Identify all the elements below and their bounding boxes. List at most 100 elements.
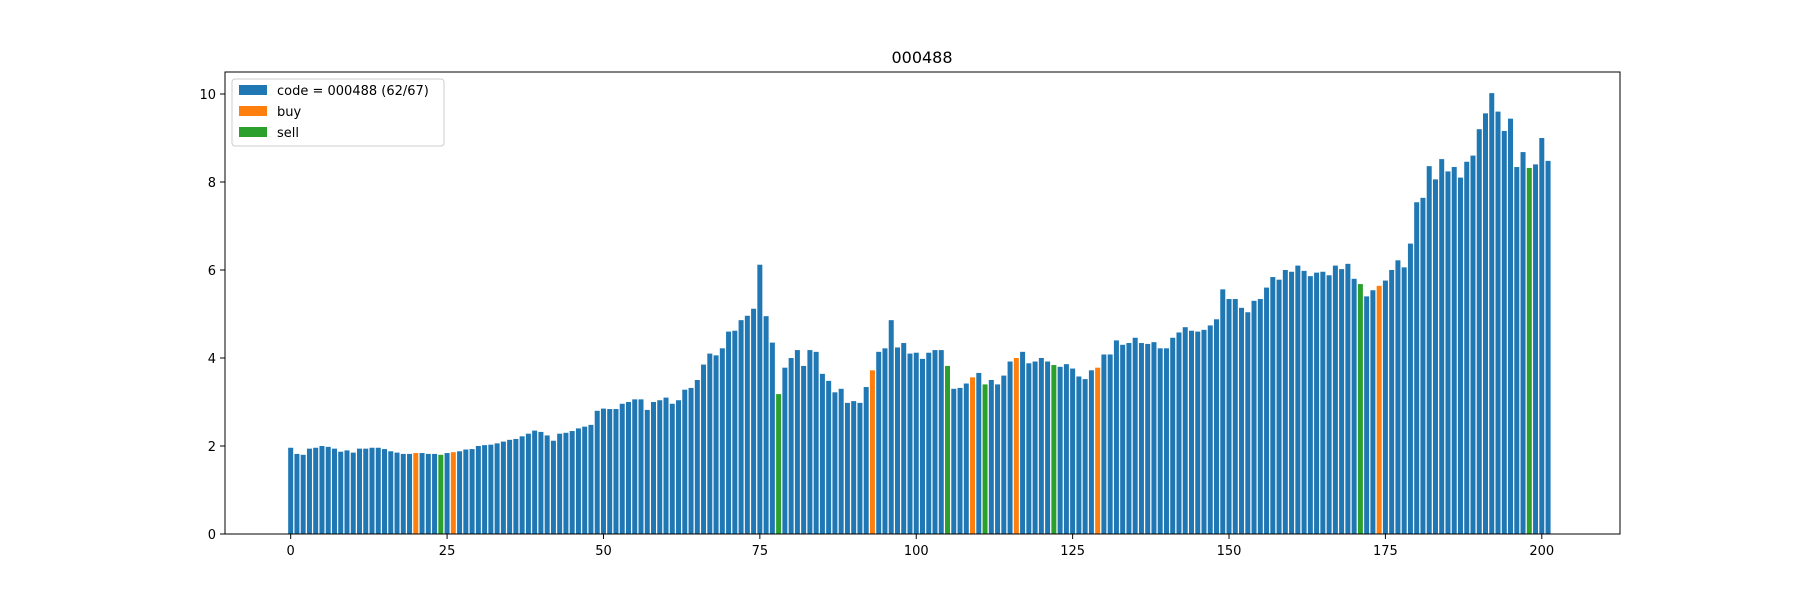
bar [388, 451, 394, 534]
bar [1032, 361, 1038, 534]
y-tick-label: 4 [208, 352, 216, 367]
bar [1483, 113, 1488, 535]
bar [1332, 265, 1338, 534]
bar [563, 432, 569, 534]
bar [963, 383, 969, 534]
bar [1345, 263, 1351, 534]
bar [1057, 366, 1063, 534]
buy-bar [869, 370, 875, 534]
bar [544, 435, 550, 534]
x-tick-label: 175 [1373, 544, 1398, 559]
bar [538, 431, 544, 534]
bar [1145, 343, 1151, 534]
bar [550, 440, 556, 534]
buy-bar [1095, 367, 1101, 534]
bar [638, 399, 644, 534]
y-tick-label: 8 [208, 176, 216, 191]
bar [832, 392, 838, 534]
bar [1063, 364, 1069, 534]
bar [1514, 167, 1520, 535]
bar [801, 365, 807, 534]
bar [1245, 312, 1251, 534]
bar [1113, 340, 1119, 534]
bar [1545, 160, 1551, 534]
bar [1120, 344, 1126, 534]
x-tick-label: 200 [1529, 544, 1554, 559]
bar [1188, 330, 1194, 534]
bar [607, 409, 613, 534]
x-axis: 0 25 50 75 100 125 150 175 200 [287, 534, 1554, 559]
bar [288, 447, 294, 534]
bar [331, 448, 337, 534]
bar [1207, 325, 1213, 534]
x-tick-label: 0 [287, 544, 295, 559]
bar [932, 350, 938, 534]
bar [951, 388, 957, 534]
bar [1470, 155, 1476, 534]
bar [851, 401, 857, 534]
bar [1414, 202, 1420, 535]
bars-group [288, 93, 1551, 535]
bar [938, 350, 944, 534]
legend-label-sell: sell [277, 126, 299, 141]
bar [788, 358, 794, 534]
bar [707, 353, 713, 534]
bar [738, 320, 744, 534]
sell-bar [982, 384, 988, 534]
bar [394, 452, 400, 534]
bar [826, 380, 832, 534]
bar [300, 454, 306, 534]
bar [694, 380, 700, 534]
bar [338, 451, 344, 534]
bar [500, 441, 506, 534]
bar [1076, 376, 1082, 534]
bar [701, 364, 707, 534]
bar [600, 408, 606, 534]
bar [1088, 370, 1094, 534]
legend-swatch-sell [239, 127, 267, 137]
x-tick-label: 100 [904, 544, 929, 559]
legend-label-price: code = 000488 (62/67) [277, 84, 429, 99]
bar [894, 347, 900, 534]
bar [651, 402, 657, 534]
bar [995, 384, 1001, 534]
bar [369, 447, 375, 534]
bar [1426, 166, 1432, 534]
buy-bar [1013, 358, 1019, 534]
bar [325, 446, 331, 534]
sell-bar [438, 454, 444, 534]
bar [625, 402, 631, 534]
bar [1151, 342, 1157, 534]
legend: code = 000488 (62/67) buy sell [231, 78, 445, 147]
bar [713, 355, 719, 534]
sell-bar [1526, 167, 1532, 535]
bar [882, 348, 888, 534]
bar [1038, 358, 1044, 534]
bar [1251, 300, 1257, 534]
bar [1320, 271, 1326, 534]
bar [732, 330, 738, 534]
bar [632, 399, 638, 534]
bar [425, 453, 431, 534]
bar [744, 315, 750, 534]
bar [594, 410, 600, 534]
bar [913, 352, 919, 534]
bar [1495, 111, 1501, 534]
buy-bar [413, 453, 419, 534]
bar [676, 400, 682, 534]
bar [1476, 129, 1482, 534]
bar [1214, 319, 1220, 534]
bar [1533, 164, 1539, 534]
bar [382, 449, 388, 534]
bar [1501, 130, 1507, 534]
bar [356, 448, 362, 534]
y-tick-label: 2 [208, 440, 216, 455]
bar [1101, 354, 1107, 534]
buy-bar [970, 377, 976, 534]
bar [1508, 118, 1514, 534]
bar [657, 400, 663, 534]
bar [663, 397, 669, 534]
x-tick-label: 25 [439, 544, 456, 559]
bar [469, 449, 475, 534]
